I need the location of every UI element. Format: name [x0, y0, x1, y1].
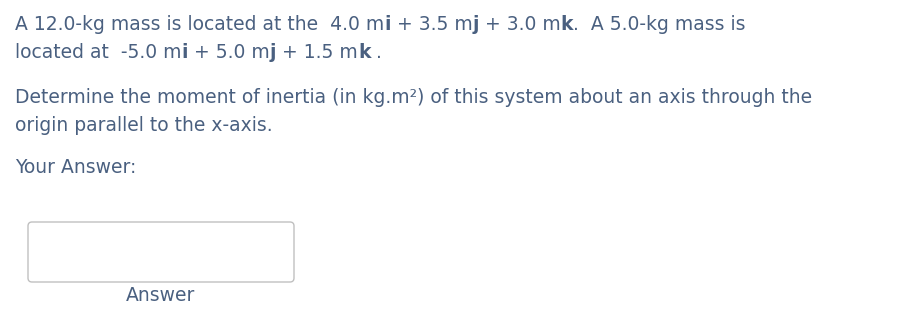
- Text: j: j: [270, 43, 276, 62]
- Text: located at  -5.0 m: located at -5.0 m: [15, 43, 181, 62]
- Text: .: .: [370, 43, 382, 62]
- Text: .  A 5.0-kg mass is: . A 5.0-kg mass is: [573, 15, 745, 34]
- Text: + 1.5 m: + 1.5 m: [276, 43, 358, 62]
- Text: A 12.0-kg mass is located at the  4.0 m: A 12.0-kg mass is located at the 4.0 m: [15, 15, 384, 34]
- Text: + 5.0 m: + 5.0 m: [188, 43, 270, 62]
- Text: Your Answer:: Your Answer:: [15, 158, 137, 177]
- Text: Determine the moment of inertia (in kg.m²) of this system about an axis through : Determine the moment of inertia (in kg.m…: [15, 88, 811, 107]
- Text: k: k: [560, 15, 573, 34]
- Text: + 3.5 m: + 3.5 m: [390, 15, 472, 34]
- Text: i: i: [384, 15, 390, 34]
- Text: k: k: [358, 43, 370, 62]
- Text: + 3.0 m: + 3.0 m: [478, 15, 560, 34]
- Text: j: j: [472, 15, 478, 34]
- FancyBboxPatch shape: [28, 222, 293, 282]
- Text: Answer: Answer: [127, 286, 196, 305]
- Text: i: i: [181, 43, 188, 62]
- Text: origin parallel to the x-axis.: origin parallel to the x-axis.: [15, 116, 272, 135]
